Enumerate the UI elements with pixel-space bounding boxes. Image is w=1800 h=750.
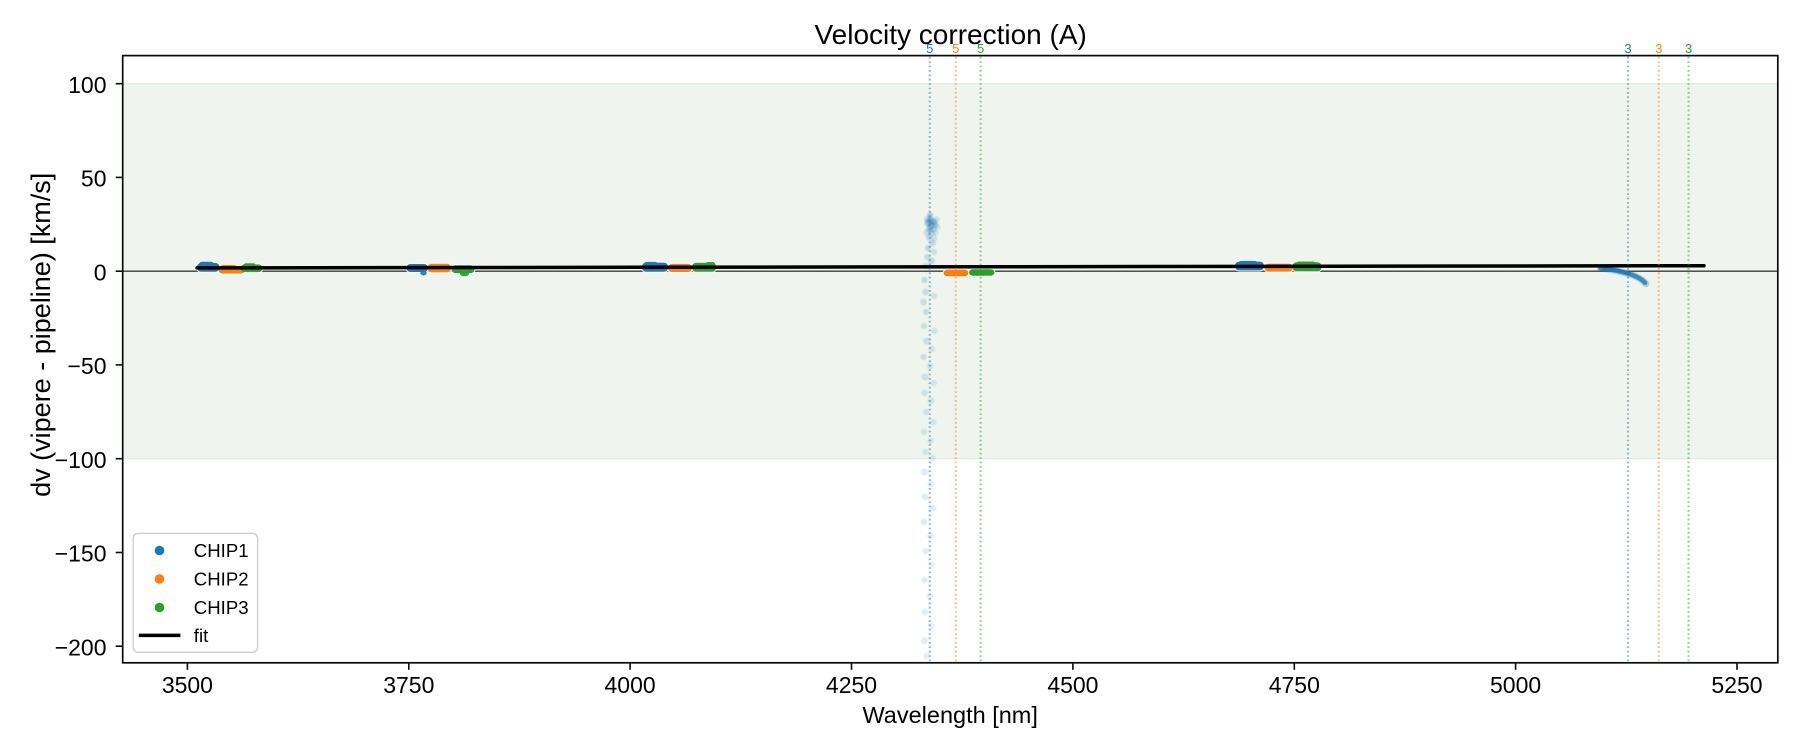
svg-text:4000: 4000 bbox=[605, 672, 656, 698]
svg-text:3: 3 bbox=[1655, 41, 1662, 56]
svg-text:4500: 4500 bbox=[1047, 672, 1098, 698]
svg-text:5: 5 bbox=[952, 41, 959, 56]
svg-text:3: 3 bbox=[1624, 41, 1631, 56]
svg-text:fit: fit bbox=[194, 625, 209, 646]
svg-text:−200: −200 bbox=[55, 634, 107, 660]
svg-text:3500: 3500 bbox=[162, 672, 213, 698]
svg-text:Velocity correction (A): Velocity correction (A) bbox=[815, 19, 1087, 50]
svg-text:5: 5 bbox=[926, 41, 933, 56]
svg-text:5250: 5250 bbox=[1711, 672, 1762, 698]
svg-text:3750: 3750 bbox=[383, 672, 434, 698]
svg-text:5: 5 bbox=[977, 41, 984, 56]
svg-text:−150: −150 bbox=[55, 541, 107, 567]
svg-text:−50: −50 bbox=[67, 353, 106, 379]
svg-text:dv (vipere - pipeline) [km/s]: dv (vipere - pipeline) [km/s] bbox=[26, 173, 56, 497]
svg-text:CHIP3: CHIP3 bbox=[194, 597, 249, 618]
svg-text:Wavelength [nm]: Wavelength [nm] bbox=[862, 702, 1037, 728]
svg-text:CHIP1: CHIP1 bbox=[194, 540, 249, 561]
svg-text:CHIP2: CHIP2 bbox=[194, 569, 249, 590]
svg-text:−100: −100 bbox=[55, 447, 107, 473]
svg-text:100: 100 bbox=[68, 72, 106, 98]
svg-text:3: 3 bbox=[1685, 41, 1692, 56]
svg-text:0: 0 bbox=[94, 259, 107, 285]
svg-text:5000: 5000 bbox=[1490, 672, 1541, 698]
svg-text:4750: 4750 bbox=[1269, 672, 1320, 698]
svg-text:50: 50 bbox=[81, 166, 107, 192]
svg-text:4250: 4250 bbox=[826, 672, 877, 698]
